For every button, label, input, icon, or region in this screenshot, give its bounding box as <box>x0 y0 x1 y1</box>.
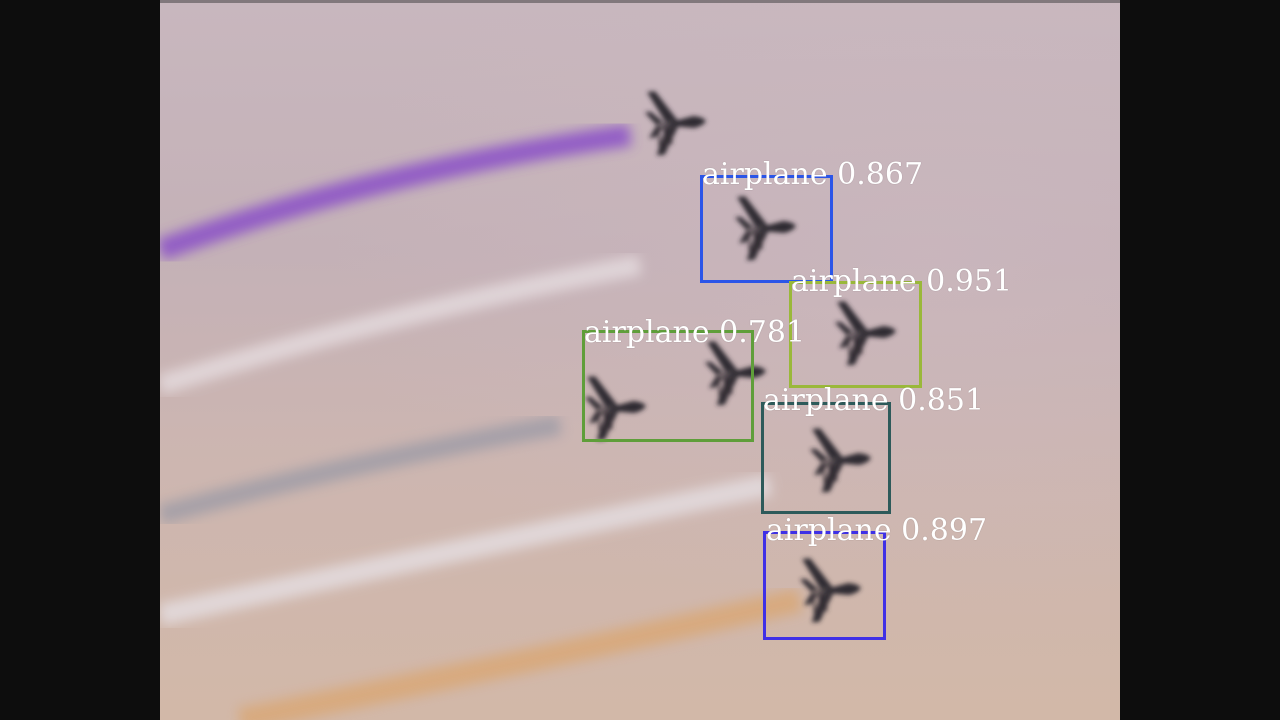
detection-class: airplane <box>766 513 892 548</box>
detection-score: 0.781 <box>719 315 806 350</box>
smoke-trail-grey <box>160 415 562 525</box>
detection-class: airplane <box>702 157 828 192</box>
smoke-trail-purple <box>160 124 632 261</box>
detection-class: airplane <box>584 315 710 350</box>
detection-score: 0.867 <box>837 157 924 192</box>
detection-label: airplane 0.851 <box>763 386 984 416</box>
detection-score: 0.851 <box>898 383 985 418</box>
detection-box <box>789 281 922 388</box>
smoke-trail-orange <box>237 588 803 720</box>
detection-box <box>582 330 754 442</box>
detection-label: airplane 0.781 <box>584 318 805 348</box>
detection-class: airplane <box>763 383 889 418</box>
airplane-lead <box>642 86 710 158</box>
smoke-trail-white-lower <box>160 474 773 626</box>
video-frame <box>160 0 1120 720</box>
detection-score: 0.897 <box>901 513 988 548</box>
detection-score: 0.951 <box>926 264 1013 299</box>
detection-box <box>761 402 891 514</box>
detection-label: airplane 0.951 <box>791 267 1012 297</box>
smoke-trail-white-upper <box>160 255 642 395</box>
sky-scene <box>160 86 900 720</box>
detection-box <box>700 175 833 283</box>
frame-top-edge <box>160 0 1120 3</box>
detection-class: airplane <box>791 264 917 299</box>
detection-label: airplane 0.897 <box>766 516 987 546</box>
detection-label: airplane 0.867 <box>702 160 923 190</box>
detection-box <box>763 531 886 640</box>
